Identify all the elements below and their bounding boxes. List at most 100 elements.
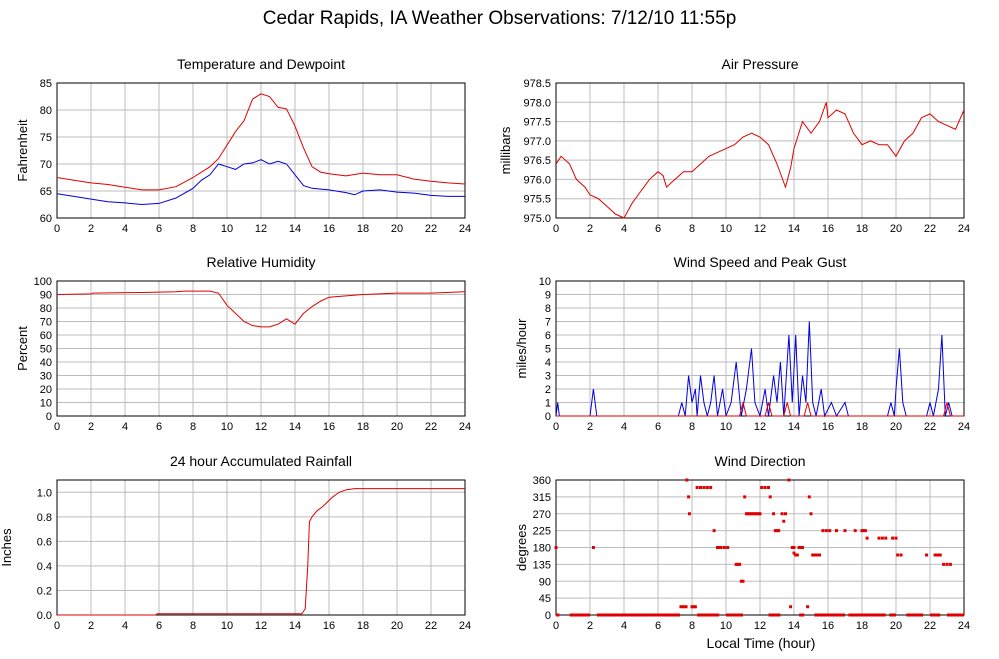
chart-title: Wind Direction	[714, 453, 805, 469]
direction-point	[935, 553, 939, 557]
y-tick-label: 976.5	[523, 155, 551, 167]
series-line-0	[57, 290, 465, 328]
y-tick-label: 360	[533, 475, 551, 487]
direction-point	[777, 529, 781, 533]
y-tick-label: 977.5	[523, 117, 551, 129]
direction-point	[824, 529, 828, 533]
y-tick-label: 225	[533, 526, 551, 538]
plot-frame	[56, 280, 466, 417]
direction-point	[554, 546, 558, 549]
y-tick-label: 100	[34, 276, 52, 288]
series-line-0	[556, 321, 964, 418]
direction-point	[792, 546, 796, 549]
y-tick-label: 60	[40, 213, 52, 225]
x-tick-label: 14	[788, 620, 800, 632]
direction-point	[790, 546, 794, 549]
x-tick-label: 8	[689, 620, 695, 632]
x-axis-label: Local Time (hour)	[706, 635, 816, 651]
y-tick-label: 977.0	[523, 136, 551, 148]
x-tick-label: 2	[587, 421, 593, 433]
x-tick-label: 2	[587, 223, 593, 235]
direction-point	[812, 553, 816, 557]
direction-point	[807, 495, 811, 499]
x-tick-label: 6	[156, 620, 162, 632]
x-tick-label: 18	[357, 620, 369, 632]
x-tick-label: 14	[788, 421, 800, 433]
direction-point	[591, 546, 595, 549]
x-tick-label: 12	[255, 620, 267, 632]
y-tick-label: 70	[40, 317, 52, 329]
x-tick-label: 2	[88, 620, 94, 632]
x-tick-label: 22	[924, 421, 936, 433]
y-tick-label: 9	[545, 290, 551, 302]
direction-point	[794, 553, 798, 557]
x-tick-label: 4	[621, 223, 627, 235]
x-tick-label: 20	[391, 223, 403, 235]
x-tick-label: 8	[190, 421, 196, 433]
y-tick-label: 975.5	[523, 194, 551, 206]
y-tick-label: 315	[533, 492, 551, 504]
direction-point	[744, 512, 748, 516]
direction-point	[756, 512, 760, 516]
direction-point	[685, 478, 689, 482]
chart-title: Relative Humidity	[207, 254, 316, 270]
direction-point	[772, 512, 776, 516]
x-tick-label: 24	[459, 421, 471, 433]
x-tick-label: 24	[459, 620, 471, 632]
direction-point	[763, 486, 767, 489]
x-tick-label: 0	[553, 223, 559, 235]
direction-point	[942, 562, 946, 566]
series-line-1	[57, 159, 465, 206]
x-tick-label: 10	[221, 223, 233, 235]
y-tick-label: 60	[40, 330, 52, 342]
y-tick-label: 2	[545, 384, 551, 396]
direction-point	[773, 529, 777, 533]
direction-point	[795, 553, 799, 557]
x-tick-label: 12	[255, 223, 267, 235]
x-tick-label: 4	[621, 620, 627, 632]
direction-point	[860, 529, 864, 533]
y-axis-label: Fahrenheit	[15, 119, 30, 182]
y-tick-label: 0.0	[37, 610, 52, 622]
x-tick-label: 4	[122, 620, 128, 632]
y-tick-label: 978.5	[523, 78, 551, 90]
direction-point	[797, 546, 801, 549]
y-tick-label: 0.4	[37, 561, 52, 573]
x-tick-label: 20	[391, 620, 403, 632]
y-tick-label: 10	[539, 276, 551, 288]
plot-frame	[555, 82, 965, 219]
x-tick-label: 8	[689, 223, 695, 235]
direction-point	[891, 536, 895, 540]
x-tick-label: 22	[924, 620, 936, 632]
x-tick-label: 20	[391, 421, 403, 433]
direction-point	[758, 512, 762, 516]
direction-point	[811, 553, 815, 557]
direction-point	[801, 546, 804, 549]
x-tick-label: 10	[720, 421, 732, 433]
chart-title: Wind Speed and Peak Gust	[674, 254, 847, 270]
direction-point	[739, 579, 743, 583]
x-tick-label: 8	[190, 223, 196, 235]
direction-point	[738, 562, 742, 566]
direction-point	[933, 553, 937, 557]
direction-point	[693, 605, 697, 609]
series-line-0	[57, 488, 465, 616]
plot-frame	[56, 82, 466, 219]
y-tick-label: 45	[539, 593, 551, 605]
x-tick-label: 14	[289, 421, 301, 433]
direction-point	[679, 605, 683, 609]
direction-point	[684, 605, 688, 609]
y-tick-label: 0.2	[37, 585, 52, 597]
direction-point	[702, 486, 706, 489]
direction-point	[821, 529, 825, 533]
x-tick-label: 16	[323, 421, 335, 433]
direction-point	[945, 562, 949, 566]
direction-point	[784, 512, 787, 516]
x-tick-label: 14	[289, 223, 301, 235]
x-tick-label: 22	[425, 223, 437, 235]
direction-point	[741, 579, 745, 583]
x-tick-label: 8	[190, 620, 196, 632]
direction-point	[734, 562, 738, 566]
